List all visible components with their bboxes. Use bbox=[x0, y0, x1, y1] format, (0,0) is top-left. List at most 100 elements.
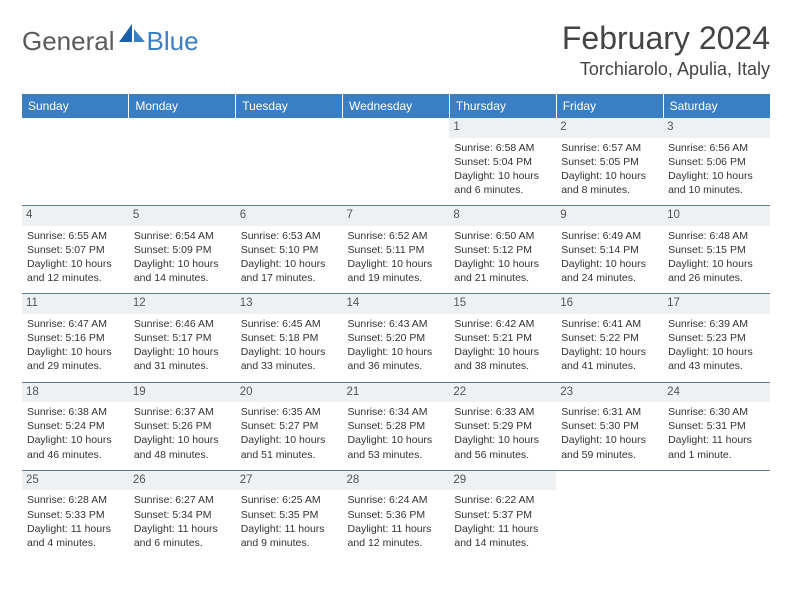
sunset-line: Sunset: 5:28 PM bbox=[348, 419, 445, 433]
sunset-line: Sunset: 5:11 PM bbox=[348, 243, 445, 257]
calendar-week-row: 18Sunrise: 6:38 AMSunset: 5:24 PMDayligh… bbox=[22, 382, 770, 470]
calendar-table: Sunday Monday Tuesday Wednesday Thursday… bbox=[22, 94, 770, 558]
calendar-day-cell: 9Sunrise: 6:49 AMSunset: 5:14 PMDaylight… bbox=[556, 206, 663, 294]
daylight-line: Daylight: 10 hours and 21 minutes. bbox=[454, 257, 551, 285]
day-number: 22 bbox=[449, 383, 556, 403]
sunrise-line: Sunrise: 6:27 AM bbox=[134, 493, 231, 507]
sunrise-line: Sunrise: 6:41 AM bbox=[561, 317, 658, 331]
day-number: 2 bbox=[556, 118, 663, 138]
sunset-line: Sunset: 5:27 PM bbox=[241, 419, 338, 433]
sunset-line: Sunset: 5:30 PM bbox=[561, 419, 658, 433]
sunrise-line: Sunrise: 6:24 AM bbox=[348, 493, 445, 507]
sunset-line: Sunset: 5:04 PM bbox=[454, 155, 551, 169]
calendar-day-cell bbox=[663, 470, 770, 558]
sunrise-line: Sunrise: 6:25 AM bbox=[241, 493, 338, 507]
calendar-day-cell: 28Sunrise: 6:24 AMSunset: 5:36 PMDayligh… bbox=[343, 470, 450, 558]
day-number: 10 bbox=[663, 206, 770, 226]
sunrise-line: Sunrise: 6:50 AM bbox=[454, 229, 551, 243]
calendar-day-cell: 3 Sunrise: 6:56 AMSunset: 5:06 PMDaylight… bbox=[663, 118, 770, 206]
calendar-day-cell: 5Sunrise: 6:54 AMSunset: 5:09 PMDaylight… bbox=[129, 206, 236, 294]
daylight-line: Daylight: 10 hours and 56 minutes. bbox=[454, 433, 551, 461]
sunrise-line: Sunrise: 6:56 AM bbox=[668, 141, 765, 155]
sunrise-line: Sunrise: 6:39 AM bbox=[668, 317, 765, 331]
calendar-week-row: 25Sunrise: 6:28 AMSunset: 5:33 PMDayligh… bbox=[22, 470, 770, 558]
day-number: 8 bbox=[449, 206, 556, 226]
day-number: 17 bbox=[663, 294, 770, 314]
daylight-line: Daylight: 10 hours and 46 minutes. bbox=[27, 433, 124, 461]
sunrise-line: Sunrise: 6:45 AM bbox=[241, 317, 338, 331]
calendar-day-cell: 15Sunrise: 6:42 AMSunset: 5:21 PMDayligh… bbox=[449, 294, 556, 382]
daylight-line: Daylight: 10 hours and 14 minutes. bbox=[134, 257, 231, 285]
page-header: General Blue February 2024 Torchiarolo, … bbox=[22, 20, 770, 80]
calendar-day-cell: 16Sunrise: 6:41 AMSunset: 5:22 PMDayligh… bbox=[556, 294, 663, 382]
day-number: 18 bbox=[22, 383, 129, 403]
day-number: 7 bbox=[343, 206, 450, 226]
daylight-line: Daylight: 10 hours and 10 minutes. bbox=[668, 169, 765, 197]
day-number: 27 bbox=[236, 471, 343, 491]
daylight-line: Daylight: 10 hours and 36 minutes. bbox=[348, 345, 445, 373]
sunrise-line: Sunrise: 6:54 AM bbox=[134, 229, 231, 243]
sunrise-line: Sunrise: 6:28 AM bbox=[27, 493, 124, 507]
calendar-day-cell bbox=[343, 118, 450, 206]
daylight-line: Daylight: 10 hours and 29 minutes. bbox=[27, 345, 124, 373]
calendar-day-cell: 27Sunrise: 6:25 AMSunset: 5:35 PMDayligh… bbox=[236, 470, 343, 558]
calendar-day-cell: 2Sunrise: 6:57 AMSunset: 5:05 PMDaylight… bbox=[556, 118, 663, 206]
daylight-line: Daylight: 10 hours and 41 minutes. bbox=[561, 345, 658, 373]
calendar-week-row: 11Sunrise: 6:47 AMSunset: 5:16 PMDayligh… bbox=[22, 294, 770, 382]
sunrise-line: Sunrise: 6:31 AM bbox=[561, 405, 658, 419]
logo: General Blue bbox=[22, 26, 199, 57]
daylight-line: Daylight: 10 hours and 24 minutes. bbox=[561, 257, 658, 285]
daylight-line: Daylight: 11 hours and 4 minutes. bbox=[27, 522, 124, 550]
sunrise-line: Sunrise: 6:52 AM bbox=[348, 229, 445, 243]
sunset-line: Sunset: 5:05 PM bbox=[561, 155, 658, 169]
calendar-day-cell: 6Sunrise: 6:53 AMSunset: 5:10 PMDaylight… bbox=[236, 206, 343, 294]
day-number: 3 bbox=[663, 118, 770, 138]
calendar-week-row: 1Sunrise: 6:58 AMSunset: 5:04 PMDaylight… bbox=[22, 118, 770, 206]
sunrise-line: Sunrise: 6:43 AM bbox=[348, 317, 445, 331]
sunset-line: Sunset: 5:10 PM bbox=[241, 243, 338, 257]
daylight-line: Daylight: 11 hours and 6 minutes. bbox=[134, 522, 231, 550]
sunrise-line: Sunrise: 6:47 AM bbox=[27, 317, 124, 331]
sunset-line: Sunset: 5:37 PM bbox=[454, 508, 551, 522]
daylight-line: Daylight: 10 hours and 51 minutes. bbox=[241, 433, 338, 461]
weekday-header: Friday bbox=[556, 94, 663, 118]
day-number: 15 bbox=[449, 294, 556, 314]
calendar-day-cell: 24Sunrise: 6:30 AMSunset: 5:31 PMDayligh… bbox=[663, 382, 770, 470]
sunrise-line: Sunrise: 6:55 AM bbox=[27, 229, 124, 243]
calendar-day-cell: 11Sunrise: 6:47 AMSunset: 5:16 PMDayligh… bbox=[22, 294, 129, 382]
day-number: 24 bbox=[663, 383, 770, 403]
location: Torchiarolo, Apulia, Italy bbox=[562, 59, 770, 80]
day-number: 19 bbox=[129, 383, 236, 403]
day-number: 25 bbox=[22, 471, 129, 491]
daylight-line: Daylight: 10 hours and 38 minutes. bbox=[454, 345, 551, 373]
calendar-day-cell: 12Sunrise: 6:46 AMSunset: 5:17 PMDayligh… bbox=[129, 294, 236, 382]
calendar-day-cell bbox=[22, 118, 129, 206]
calendar-day-cell: 22Sunrise: 6:33 AMSunset: 5:29 PMDayligh… bbox=[449, 382, 556, 470]
calendar-day-cell: 14Sunrise: 6:43 AMSunset: 5:20 PMDayligh… bbox=[343, 294, 450, 382]
sunrise-line: Sunrise: 6:57 AM bbox=[561, 141, 658, 155]
sunrise-line: Sunrise: 6:33 AM bbox=[454, 405, 551, 419]
sunset-line: Sunset: 5:17 PM bbox=[134, 331, 231, 345]
daylight-line: Daylight: 10 hours and 6 minutes. bbox=[454, 169, 551, 197]
sunrise-line: Sunrise: 6:58 AM bbox=[454, 141, 551, 155]
daylight-line: Daylight: 11 hours and 14 minutes. bbox=[454, 522, 551, 550]
sunset-line: Sunset: 5:07 PM bbox=[27, 243, 124, 257]
sunset-line: Sunset: 5:06 PM bbox=[668, 155, 765, 169]
calendar-day-cell: 25Sunrise: 6:28 AMSunset: 5:33 PMDayligh… bbox=[22, 470, 129, 558]
day-number: 26 bbox=[129, 471, 236, 491]
calendar-day-cell: 4Sunrise: 6:55 AMSunset: 5:07 PMDaylight… bbox=[22, 206, 129, 294]
day-number: 6 bbox=[236, 206, 343, 226]
calendar-day-cell: 23Sunrise: 6:31 AMSunset: 5:30 PMDayligh… bbox=[556, 382, 663, 470]
day-number: 12 bbox=[129, 294, 236, 314]
sunset-line: Sunset: 5:09 PM bbox=[134, 243, 231, 257]
daylight-line: Daylight: 10 hours and 19 minutes. bbox=[348, 257, 445, 285]
sunrise-line: Sunrise: 6:30 AM bbox=[668, 405, 765, 419]
calendar-day-cell: 10Sunrise: 6:48 AMSunset: 5:15 PMDayligh… bbox=[663, 206, 770, 294]
sunrise-line: Sunrise: 6:49 AM bbox=[561, 229, 658, 243]
calendar-week-row: 4 Sunrise: 6:55 AMSunset: 5:07 PM Daylight… bbox=[22, 206, 770, 294]
calendar-day-cell: 17Sunrise: 6:39 AMSunset: 5:23 PMDayligh… bbox=[663, 294, 770, 382]
day-number: 4 bbox=[22, 206, 129, 226]
calendar-day-cell bbox=[129, 118, 236, 206]
daylight-line: Daylight: 11 hours and 9 minutes. bbox=[241, 522, 338, 550]
daylight-line: Daylight: 10 hours and 48 minutes. bbox=[134, 433, 231, 461]
